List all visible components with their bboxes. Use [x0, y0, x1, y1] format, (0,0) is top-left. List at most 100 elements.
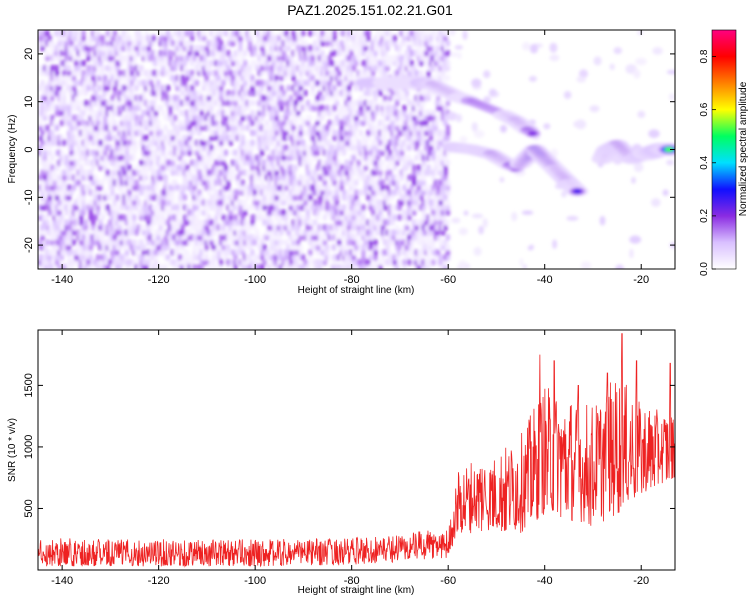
spectrogram-noise-cell — [83, 104, 89, 112]
spectrogram-noise-cell — [238, 159, 243, 166]
spectrogram-noise-cell — [412, 164, 417, 171]
spectrogram-noise-cell — [221, 99, 226, 107]
spectrogram-noise-cell — [45, 124, 50, 132]
spectrogram-noise-cell — [57, 174, 62, 181]
spectrogram-noise-cell — [81, 109, 86, 117]
spectrogram-noise-cell — [103, 249, 108, 256]
spectrogram-noise-cell — [380, 179, 385, 186]
spectrogram-noise-cell — [40, 229, 45, 236]
spectrogram-noise-cell — [204, 209, 209, 216]
spectrogram-noise-cell — [79, 99, 84, 107]
spectrogram-noise-cell — [156, 179, 161, 186]
spectrogram-noise-cell — [223, 164, 229, 171]
spectrogram-noise-cell — [81, 189, 86, 196]
spectrogram-noise-cell — [50, 40, 55, 47]
spectrogram-noise-cell — [132, 134, 137, 142]
spectrogram-noise-cell — [112, 224, 118, 231]
spectrogram-noise-cell — [115, 64, 120, 72]
spectrogram-noise-cell — [317, 259, 323, 266]
spectrogram-noise-cell — [161, 64, 166, 72]
spectrogram-noise-cell — [141, 109, 147, 117]
spectrogram-noise-cell — [209, 154, 214, 161]
spectrogram-noise-cell — [86, 229, 91, 236]
spectrogram-noise-cell — [185, 249, 190, 256]
spectrogram-noise-cell — [185, 164, 190, 171]
spectrogram-noise-cell — [446, 111, 458, 121]
spectrogram-noise-cell — [100, 64, 105, 72]
spectrogram-noise-cell — [74, 174, 79, 181]
spectrogram-noise-cell — [81, 40, 86, 47]
spectrogram-noise-cell — [235, 84, 241, 92]
spectrogram-cells — [38, 30, 675, 269]
spectrogram-noise-cell — [163, 179, 168, 186]
spectrogram-noise-cell — [149, 224, 154, 231]
spectrogram-noise-cell — [214, 129, 219, 137]
spectrogram-noise-cell — [206, 89, 212, 97]
spectrogram-noise-cell — [209, 144, 214, 151]
spectrogram-noise-cell — [117, 79, 122, 87]
spectrogram-noise-cell — [214, 164, 219, 171]
spectrogram-noise-cell — [652, 47, 663, 55]
spectrogram-noise-cell — [81, 199, 86, 206]
spectrogram-noise-cell — [95, 204, 101, 211]
spectrogram-noise-cell — [74, 79, 79, 87]
spectrogram-noise-cell — [163, 89, 168, 97]
spectrogram-noise-cell — [42, 159, 48, 166]
spectrogram-noise-cell — [194, 164, 200, 171]
spectrogram-noise-cell — [332, 49, 337, 57]
spectrogram-noise-cell — [40, 224, 45, 231]
spectrogram-noise-cell — [175, 134, 180, 142]
spectrogram-noise-cell — [91, 74, 96, 82]
spectrogram-noise-cell — [197, 254, 202, 261]
spectrogram-noise-cell — [445, 179, 451, 186]
spectrogram-noise-cell — [216, 244, 221, 251]
spectrogram-noise-cell — [95, 129, 101, 137]
spectrogram-noise-cell — [589, 105, 600, 113]
spectrogram-noise-cell — [158, 194, 163, 201]
spectrogram-noise-cell — [134, 44, 139, 52]
spectrogram-noise-cell — [185, 259, 190, 266]
spectrogram-noise-cell — [629, 248, 634, 259]
spectrogram-noise-cell — [170, 189, 175, 196]
spectrogram-noise-cell — [163, 134, 168, 142]
spectrogram-noise-cell — [141, 40, 147, 47]
spectrogram-noise-cell — [129, 79, 134, 87]
spectrogram-noise-cell — [79, 214, 84, 221]
spectrogram-noise-cell — [76, 54, 81, 62]
spectrogram-noise-cell — [458, 227, 468, 236]
spectrogram-noise-cell — [180, 74, 185, 82]
spectrogram-noise-cell — [445, 59, 451, 67]
spectrogram-noise-cell — [175, 249, 180, 256]
spectrogram-noise-cell — [445, 199, 451, 206]
spectrogram-noise-cell — [86, 204, 91, 211]
spectrogram-noise-cell — [455, 113, 463, 123]
spectrogram-noise-cell — [211, 244, 216, 251]
spectrogram-noise-cell — [175, 259, 180, 266]
spectrogram-noise-cell — [67, 169, 72, 176]
spectrogram-noise-cell — [182, 134, 188, 142]
spectrogram-noise-cell — [52, 169, 57, 176]
spectrogram-noise-cell — [192, 264, 197, 269]
spectrogram-noise-cell — [197, 209, 202, 216]
spectrogram-noise-cell — [228, 259, 233, 266]
spectrogram-noise-cell — [59, 249, 64, 256]
spectrogram-noise-cell — [192, 59, 197, 67]
spectrogram-noise-cell — [132, 154, 137, 161]
spectrogram-noise-cell — [228, 69, 233, 77]
spectrogram-noise-cell — [168, 69, 173, 77]
spectrogram-noise-cell — [88, 44, 93, 52]
spectrogram-noise-cell — [308, 159, 313, 166]
spectrogram-noise-cell — [527, 245, 534, 251]
spectrogram-noise-cell — [42, 244, 48, 251]
spectrogram-noise-cell — [156, 119, 161, 127]
spectrogram-noise-cell — [127, 40, 132, 47]
spectrogram-noise-cell — [177, 119, 183, 127]
spectrogram-noise-cell — [112, 99, 118, 107]
spectrogram-noise-cell — [100, 69, 105, 77]
spectrogram-noise-cell — [62, 229, 67, 236]
spectrogram-noise-cell — [134, 119, 139, 127]
spectrogram-noise-cell — [206, 149, 212, 156]
spectrogram-noise-cell — [127, 214, 132, 221]
spectrogram-noise-cell — [124, 159, 130, 166]
spectrogram-noise-cell — [185, 99, 190, 107]
